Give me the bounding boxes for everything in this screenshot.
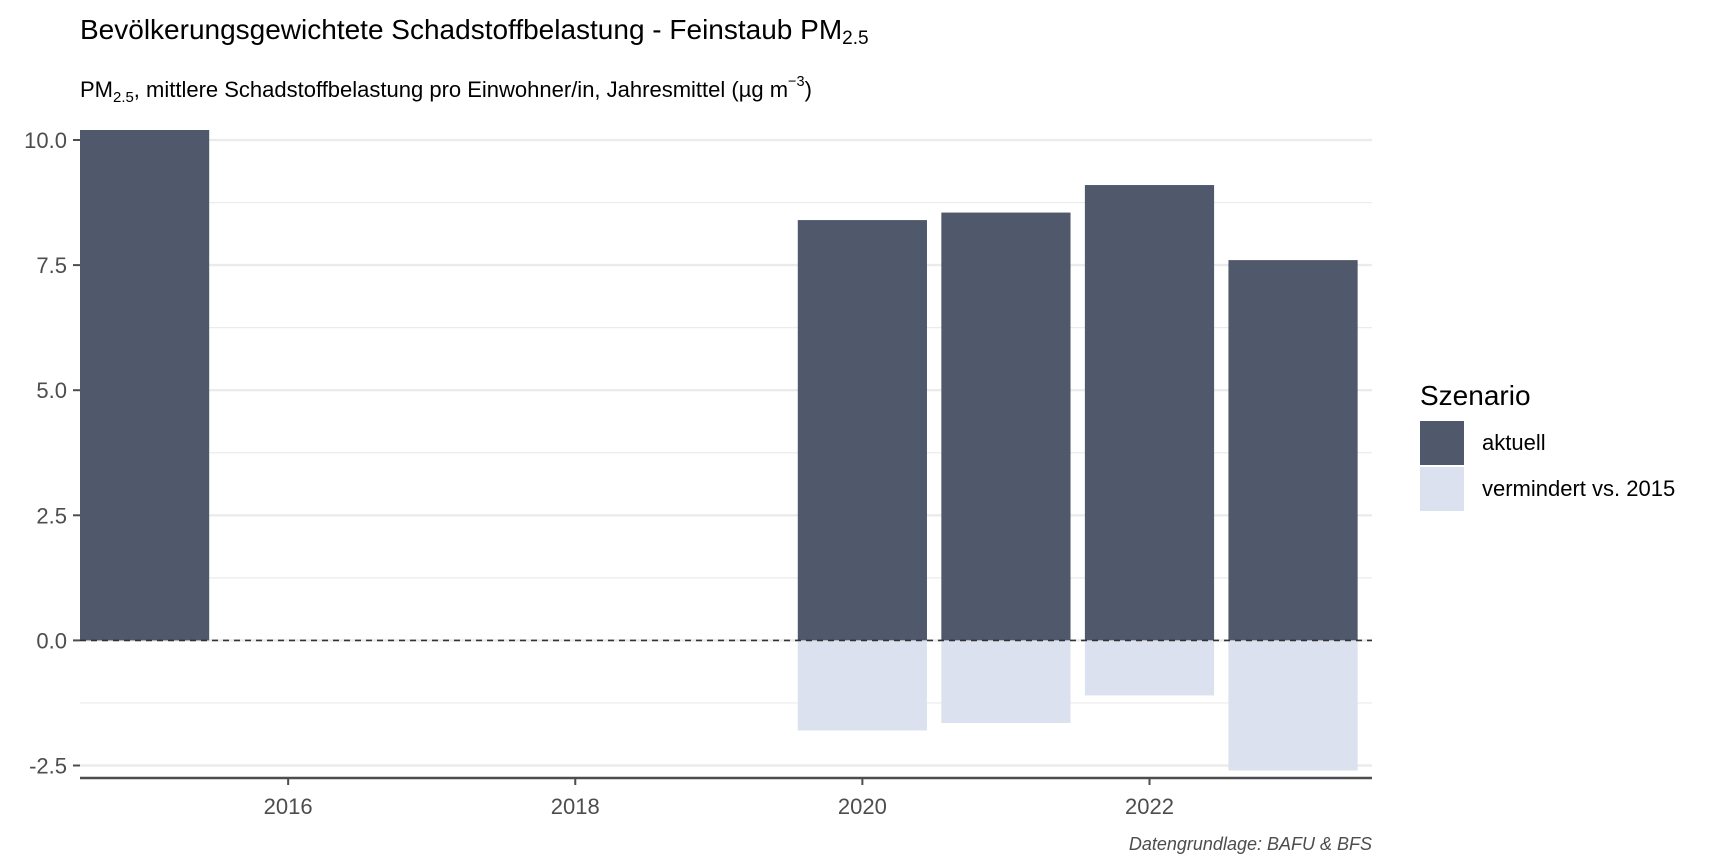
chart-title-text: Bevölkerungsgewichtete Schadstoffbelastu…	[80, 14, 843, 45]
bar-aktuell-2021	[941, 212, 1071, 641]
chart-title-subscript: 2.5	[842, 28, 869, 49]
bar-vermindert-2020	[797, 640, 927, 731]
y-tick-label: 10.0	[24, 128, 67, 153]
legend-key-vermindert	[1420, 467, 1464, 511]
bar-aktuell-2022	[1084, 185, 1215, 641]
x-tick-label: 2016	[264, 794, 313, 819]
chart-title: Bevölkerungsgewichtete Schadstoffbelastu…	[80, 14, 869, 50]
caption: Datengrundlage: BAFU & BFS	[1128, 834, 1372, 854]
legend-key-aktuell	[1420, 421, 1464, 465]
y-tick-label: 5.0	[36, 378, 67, 403]
legend-label-vermindert: vermindert vs. 2015	[1482, 476, 1676, 501]
subtitle-close: )	[804, 77, 812, 102]
bar-vermindert-2023	[1228, 640, 1358, 771]
x-tick-label: 2020	[838, 794, 887, 819]
chart-subtitle: PM2.5, mittlere Schadstoffbelastung pro …	[80, 74, 812, 106]
legend: Szenario aktuell vermindert vs. 2015	[1420, 380, 1675, 512]
x-axis: 2016 2018 2020 2022	[264, 778, 1174, 819]
y-tick-label: 7.5	[36, 253, 67, 278]
x-tick-label: 2022	[1125, 794, 1174, 819]
y-tick-label: 0.0	[36, 628, 67, 653]
y-tick-label: -2.5	[29, 753, 67, 778]
subtitle-text: , mittlere Schadstoffbelastung pro Einwo…	[133, 77, 789, 102]
legend-label-aktuell: aktuell	[1482, 430, 1546, 455]
y-axis: 10.0 7.5 5.0 2.5 0.0 -2.5	[24, 128, 80, 778]
bars	[80, 130, 1358, 771]
subtitle-pm-subscript: 2.5	[113, 89, 134, 106]
bar-aktuell-2015	[80, 130, 210, 641]
legend-title: Szenario	[1420, 380, 1531, 411]
legend-item-vermindert: vermindert vs. 2015	[1420, 466, 1675, 512]
bar-vermindert-2022	[1084, 640, 1215, 696]
x-tick-label: 2018	[551, 794, 600, 819]
subtitle-pm: PM	[80, 77, 113, 102]
subtitle-exponent: −3	[788, 74, 805, 90]
bar-aktuell-2020	[797, 220, 927, 641]
bar-aktuell-2023	[1228, 260, 1358, 641]
legend-item-aktuell: aktuell	[1420, 420, 1675, 466]
y-tick-label: 2.5	[36, 503, 67, 528]
bar-vermindert-2021	[941, 640, 1071, 723]
